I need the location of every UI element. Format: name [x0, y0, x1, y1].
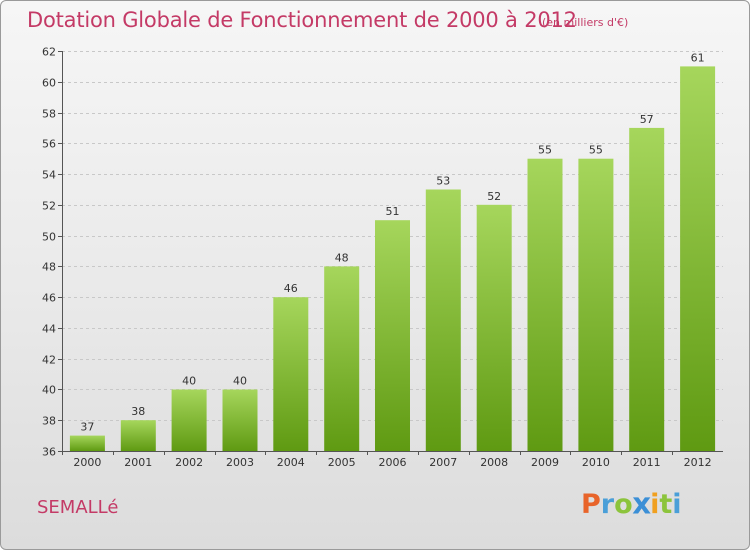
y-tick-label: 46 [42, 292, 56, 305]
bar-2011[interactable] [629, 127, 665, 452]
y-tick-label: 54 [42, 169, 56, 182]
y-tick-label: 50 [42, 231, 56, 244]
value-label-2007: 53 [436, 175, 450, 188]
y-tick-label: 38 [42, 415, 56, 428]
x-tick-label-2002: 2002 [175, 456, 203, 469]
x-tick-label-2012: 2012 [684, 456, 712, 469]
logo-letter: r [600, 489, 615, 520]
x-tick-label-2011: 2011 [633, 456, 661, 469]
value-label-2002: 40 [182, 375, 196, 388]
x-tick-label-2009: 2009 [531, 456, 559, 469]
bar-2003[interactable] [222, 389, 258, 452]
proxiti-logo[interactable]: Proxiti [581, 487, 682, 522]
bar-2010[interactable] [578, 158, 614, 451]
y-tick-label: 36 [42, 446, 56, 459]
y-tick-label: 52 [42, 200, 56, 213]
commune-name: SEMALLé [37, 497, 119, 518]
bars: 37 38 40 40 46 48 51 53 52 55 55 57 61 [69, 51, 716, 452]
value-label-2010: 55 [589, 144, 603, 157]
x-tick-label-2005: 2005 [328, 456, 356, 469]
x-tick-label-2010: 2010 [582, 456, 610, 469]
chart-subtitle: (en milliers d'€) [542, 16, 629, 29]
value-label-2011: 57 [640, 113, 654, 126]
bar-2012[interactable] [680, 66, 716, 452]
value-label-2006: 51 [386, 205, 400, 218]
y-tick-label: 42 [42, 354, 56, 367]
x-tick-label-2000: 2000 [73, 456, 101, 469]
y-tick-label: 44 [42, 323, 56, 336]
logo-letter: x [631, 487, 651, 522]
bar-2008[interactable] [476, 204, 512, 451]
logo-letter: P [581, 489, 601, 520]
y-tick-label: 40 [42, 384, 56, 397]
bar-2002[interactable] [171, 389, 207, 452]
y-tick-label: 56 [42, 138, 56, 151]
bar-2006[interactable] [375, 220, 410, 451]
bar-2009[interactable] [527, 158, 563, 451]
y-tick-label: 62 [42, 46, 56, 59]
chart-title: Dotation Globale de Fonctionnement de 20… [27, 8, 577, 32]
value-label-2003: 40 [233, 375, 247, 388]
value-label-2008: 52 [487, 190, 501, 203]
bar-2007[interactable] [425, 189, 461, 452]
x-tick-label-2008: 2008 [480, 456, 508, 469]
value-label-2005: 48 [335, 251, 349, 264]
y-tick-label: 60 [42, 77, 56, 90]
x-tick-label-2007: 2007 [429, 456, 457, 469]
bar-2001[interactable] [120, 420, 156, 451]
x-tick-label-2001: 2001 [124, 456, 152, 469]
value-label-2000: 37 [80, 421, 94, 434]
bar-2005[interactable] [324, 266, 360, 451]
x-tick-label-2006: 2006 [379, 456, 407, 469]
bar-2004[interactable] [273, 297, 309, 451]
value-label-2012: 61 [691, 51, 705, 64]
logo-letter: i [650, 489, 660, 520]
axes: 36 38 40 42 44 46 48 50 52 54 56 58 60 62 2000 2001 2002… [42, 46, 723, 469]
bar-2000[interactable] [69, 435, 105, 451]
logo-letter: o [614, 489, 633, 520]
x-tick-label-2004: 2004 [277, 456, 305, 469]
y-tick-label: 48 [42, 261, 56, 274]
x-tick-label-2003: 2003 [226, 456, 254, 469]
y-tick-label: 58 [42, 108, 56, 121]
logo-letter: t [659, 489, 673, 520]
value-label-2009: 55 [538, 144, 552, 157]
value-label-2004: 46 [284, 282, 298, 295]
logo-letter: i [672, 489, 682, 520]
value-label-2001: 38 [131, 405, 145, 418]
